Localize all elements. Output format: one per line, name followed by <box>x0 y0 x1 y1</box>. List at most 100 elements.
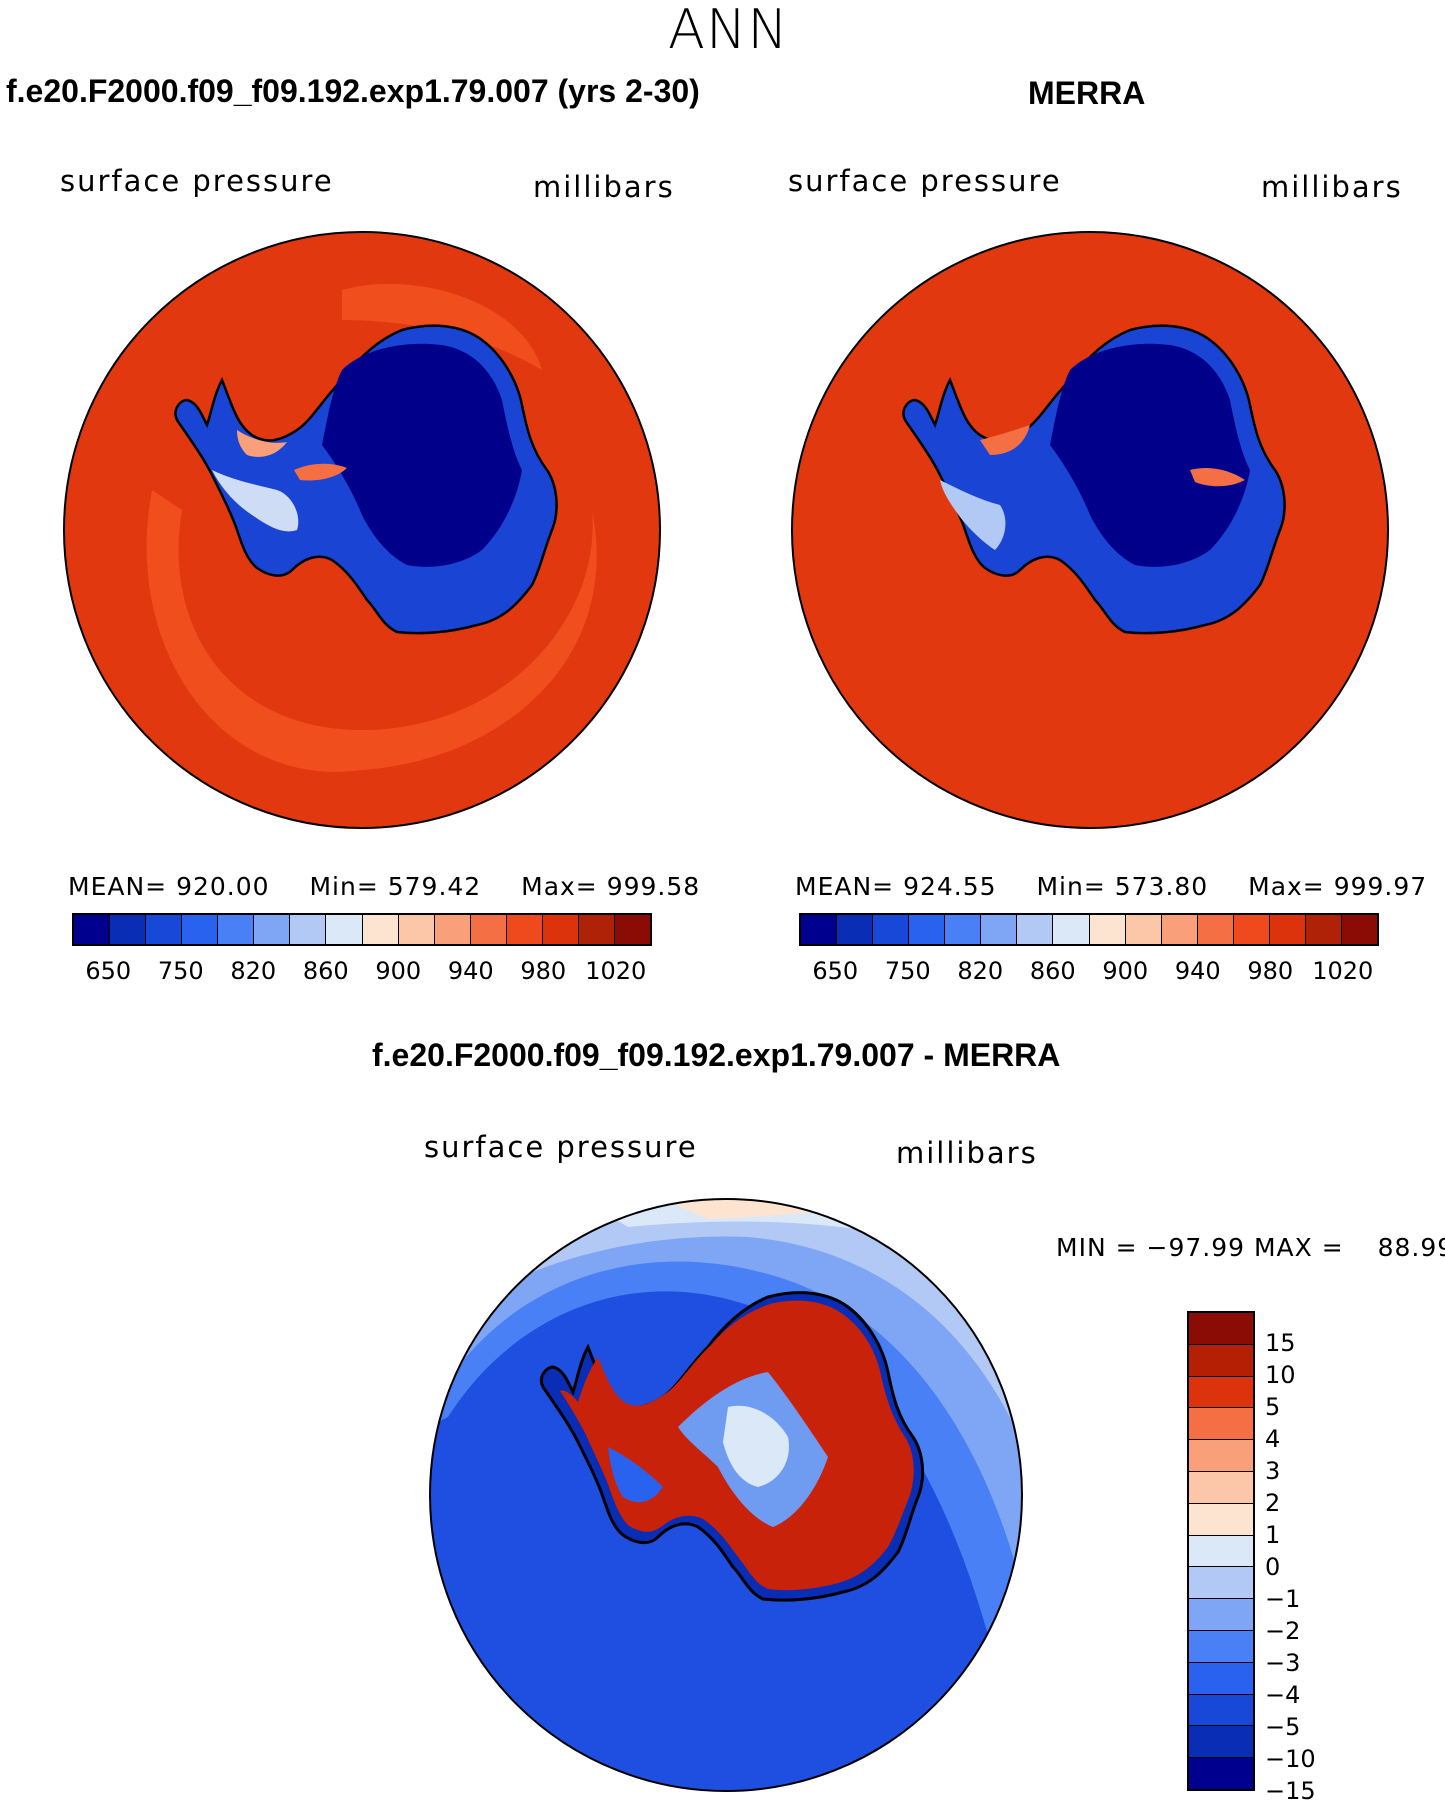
colorbar-tick-label: −3 <box>1265 1649 1301 1677</box>
colorbar-tick-label: −1 <box>1265 1585 1301 1613</box>
colorbar-swatch <box>1341 915 1377 944</box>
diff-units-label: millibars <box>896 1136 1038 1170</box>
colorbar-swatch <box>1189 1440 1253 1472</box>
colorbar-swatch <box>1189 1376 1253 1409</box>
colorbar-swatch <box>578 915 615 944</box>
colorbar-swatch <box>1017 915 1054 944</box>
colorbar-tick-label: 940 <box>1174 957 1221 985</box>
left-shelf-orange <box>294 463 347 481</box>
colorbar-swatch <box>110 915 147 944</box>
colorbar-swatch <box>1189 1408 1253 1441</box>
colorbar-tick-label: 5 <box>1265 1393 1281 1421</box>
colorbar-swatch <box>837 915 874 944</box>
colorbar-tick-label: 860 <box>1029 957 1076 985</box>
colorbar-tick-label: −10 <box>1265 1745 1316 1773</box>
diff-ring-pale <box>430 1199 1022 1447</box>
colorbar-tick-label: 3 <box>1265 1457 1281 1485</box>
right-peninsula-light <box>940 480 1006 550</box>
left-max-value: 999.58 <box>606 872 701 901</box>
colorbar-swatch <box>434 915 471 944</box>
colorbar-swatch <box>801 915 838 944</box>
colorbar-swatch <box>1125 915 1162 944</box>
colorbar-tick-label: 750 <box>157 957 204 985</box>
right-stats: MEAN= 924.55 Min= 573.80 Max= 999.97 <box>795 872 1427 901</box>
diff-variable-label: surface pressure <box>424 1130 698 1164</box>
colorbar-swatch <box>470 915 507 944</box>
colorbar-swatch <box>1189 1630 1253 1663</box>
colorbar-swatch <box>1269 915 1306 944</box>
left-ocean-band <box>146 490 597 772</box>
colorbar-swatch <box>1189 1662 1253 1695</box>
colorbar-tick-label: −5 <box>1265 1713 1301 1741</box>
colorbar-tick-label: 1020 <box>1312 957 1374 985</box>
colorbar-tick-label: 15 <box>1265 1329 1296 1357</box>
colorbar-tick-label: 980 <box>520 957 567 985</box>
colorbar-swatch <box>909 915 946 944</box>
diff-polar-map <box>429 1198 1023 1792</box>
colorbar-swatch <box>326 915 363 944</box>
colorbar-swatch <box>1189 1471 1253 1504</box>
left-mean-value: 920.00 <box>176 872 270 901</box>
colorbar-swatch <box>1053 915 1090 944</box>
left-peninsula-light <box>212 470 299 532</box>
colorbar-tick-label: 750 <box>884 957 931 985</box>
colorbar-tick-label: −15 <box>1265 1777 1316 1805</box>
colorbar-swatch <box>542 915 579 944</box>
diff-min-value: −97.99 <box>1146 1233 1246 1262</box>
colorbar-swatch <box>74 915 111 944</box>
colorbar-swatch <box>1189 1758 1253 1789</box>
colorbar-swatch <box>1189 1344 1253 1377</box>
colorbar-swatch <box>1189 1567 1253 1600</box>
colorbar-tick-label: 650 <box>85 957 132 985</box>
colorbar-swatch <box>1189 1503 1253 1536</box>
diff-stats: MIN = −97.99 MAX = 88.99 <box>1056 1233 1445 1262</box>
right-units-label: millibars <box>1261 170 1403 204</box>
colorbar-swatch <box>1189 1535 1253 1568</box>
diff-colorbar <box>1187 1311 1255 1791</box>
colorbar-tick-label: 1020 <box>585 957 647 985</box>
diff-max-value: 88.99 <box>1377 1233 1445 1262</box>
left-polar-map <box>63 231 661 829</box>
colorbar-swatch <box>945 915 982 944</box>
colorbar-tick-label: 860 <box>302 957 349 985</box>
colorbar-swatch <box>1233 915 1270 944</box>
colorbar-swatch <box>614 915 650 944</box>
right-east-orange <box>1190 468 1245 487</box>
right-max-label: Max= <box>1248 872 1325 901</box>
left-min-label: Min= <box>309 872 379 901</box>
left-continent-core <box>322 343 522 567</box>
left-max-label: Max= <box>521 872 598 901</box>
colorbar-tick-label: 980 <box>1247 957 1294 985</box>
diff-west-blue <box>608 1447 663 1503</box>
diff-panel-title: f.e20.F2000.f09_f09.192.exp1.79.007 - ME… <box>372 1037 1061 1073</box>
colorbar-tick-label: 940 <box>447 957 494 985</box>
right-continent-core <box>1050 343 1250 567</box>
right-min-label: Min= <box>1036 872 1106 901</box>
colorbar-swatch <box>290 915 327 944</box>
colorbar-tick-label: 900 <box>1102 957 1149 985</box>
colorbar-swatch <box>146 915 183 944</box>
colorbar-swatch <box>254 915 291 944</box>
diff-max-label: MAX = <box>1253 1233 1344 1262</box>
colorbar-swatch <box>1161 915 1198 944</box>
left-peninsula-orange <box>237 430 287 457</box>
colorbar-swatch <box>1189 1313 1253 1345</box>
colorbar-swatch <box>362 915 399 944</box>
left-colorbar <box>72 913 652 946</box>
figure-title: ANN <box>668 0 789 61</box>
colorbar-tick-label: 820 <box>230 957 277 985</box>
diff-min-label: MIN = <box>1056 1233 1138 1262</box>
right-variable-label: surface pressure <box>788 164 1062 198</box>
colorbar-swatch <box>398 915 435 944</box>
right-panel-title: MERRA <box>1028 75 1146 111</box>
left-stats: MEAN= 920.00 Min= 579.42 Max= 999.58 <box>68 872 700 901</box>
right-max-value: 999.97 <box>1333 872 1428 901</box>
right-mean-value: 924.55 <box>903 872 997 901</box>
colorbar-swatch <box>1189 1694 1253 1727</box>
colorbar-swatch <box>1189 1599 1253 1631</box>
right-shelf-orange <box>980 425 1030 455</box>
colorbar-swatch <box>1305 915 1342 944</box>
colorbar-swatch <box>218 915 255 944</box>
colorbar-swatch <box>1189 1726 1253 1759</box>
left-units-label: millibars <box>533 170 675 204</box>
